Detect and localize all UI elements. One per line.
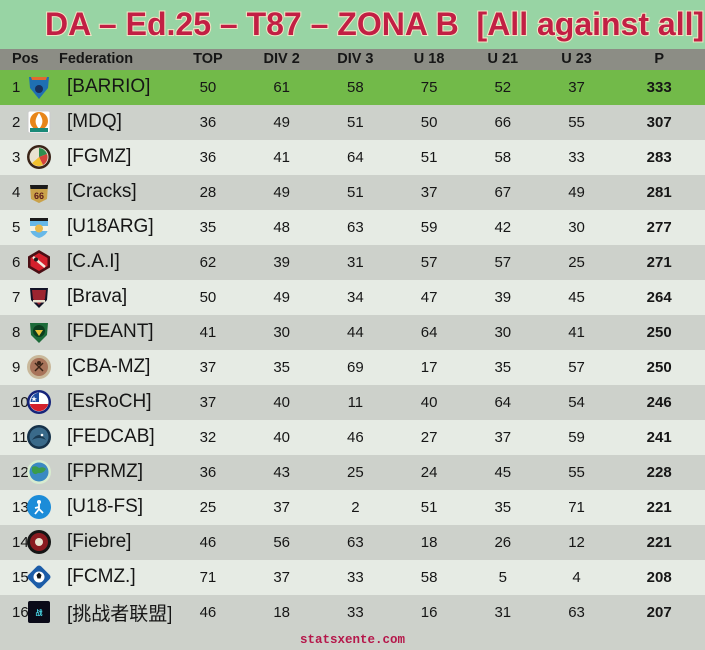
svg-text:战: 战	[36, 608, 43, 617]
svg-text:66: 66	[34, 191, 44, 201]
